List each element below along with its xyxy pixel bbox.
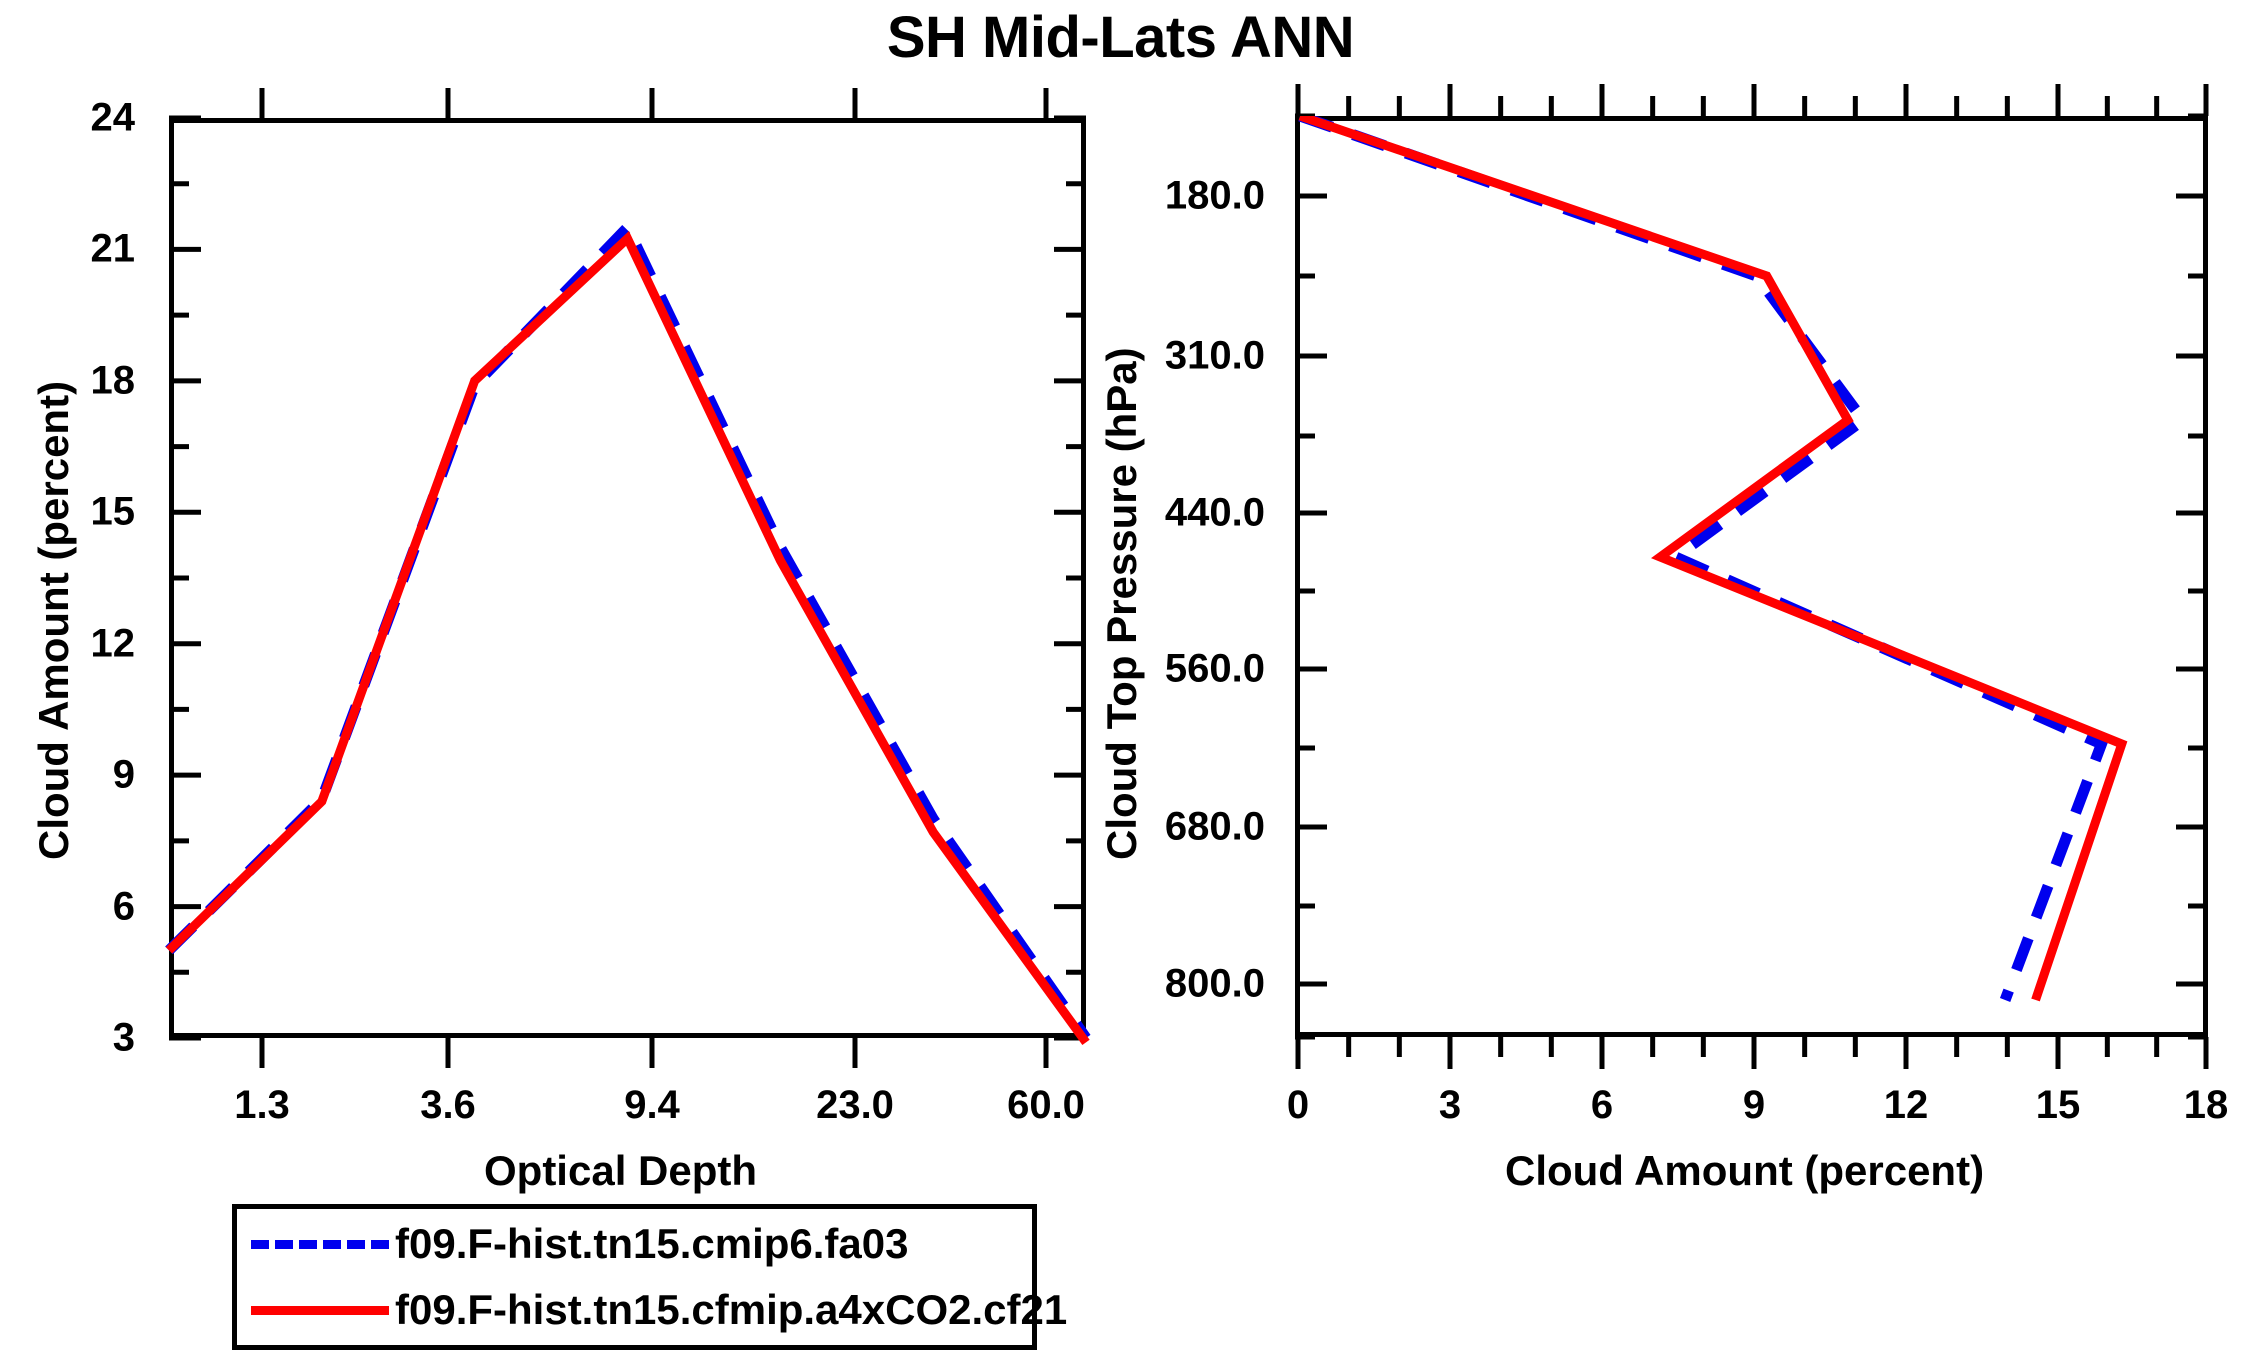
right-xaxis-title: Cloud Amount (percent): [1505, 1147, 1985, 1194]
right-xtick-label: 15: [2035, 1083, 2081, 1127]
legend-swatch-solid: [251, 1305, 389, 1315]
right-ytick-label: 680.0: [1164, 804, 1265, 849]
left-ytick-label: 15: [90, 489, 136, 534]
left-axis-ticks: [169, 88, 1086, 1068]
left-xtick-label: 23.0: [816, 1083, 894, 1127]
left-xtick-label: 3.6: [420, 1083, 476, 1127]
left-xtick-label: 60.0: [1007, 1083, 1085, 1127]
figure-title: SH Mid-Lats ANN: [886, 5, 1355, 70]
left-series-lines: [165, 218, 1091, 1046]
left-ytick-label: 6: [112, 884, 135, 929]
left-ytick-label: 21: [90, 226, 136, 271]
right-ytick-label: 800.0: [1164, 961, 1265, 1006]
right-xtick-label: 18: [2183, 1083, 2229, 1127]
legend-item-label: f09.F-hist.tn15.cmip6.fa03: [395, 1220, 909, 1267]
legend-item-label: f09.F-hist.tn15.cfmip.a4xCO2.cf21: [395, 1286, 1068, 1333]
left-ytick-label: 24: [90, 95, 136, 140]
right-ytick-label: 310.0: [1164, 333, 1265, 378]
left-plot-frame: [169, 118, 1086, 1038]
left-xtick-label: 9.4: [624, 1083, 680, 1127]
right-ytick-label: 440.0: [1164, 490, 1265, 535]
right-ytick-label: 180.0: [1164, 173, 1265, 218]
right-ytick-label: 560.0: [1164, 646, 1265, 691]
left-ytick-label: 18: [90, 358, 136, 403]
right-xtick-label: 9: [1742, 1083, 1766, 1127]
right-xtick-label: 0: [1286, 1083, 1310, 1127]
legend-item[interactable]: f09.F-hist.tn15.cfmip.a4xCO2.cf21: [251, 1279, 1067, 1341]
right-xtick-label: 6: [1590, 1083, 1614, 1127]
left-ytick-label: 9: [112, 752, 135, 797]
right-xtick-label: 3: [1438, 1083, 1462, 1127]
legend-item[interactable]: f09.F-hist.tn15.cmip6.fa03: [251, 1213, 909, 1275]
left-ytick-label: 3: [112, 1015, 135, 1060]
legend-swatch-dashed: [251, 1239, 389, 1249]
right-series-lines: [1298, 116, 2128, 1002]
legend-box: f09.F-hist.tn15.cmip6.fa03 f09.F-hist.tn…: [232, 1204, 1067, 1350]
right-xtick-label: 12: [1883, 1083, 1929, 1127]
left-ytick-label: 12: [90, 621, 136, 666]
right-axis-ticks: [1295, 84, 2209, 1069]
left-xaxis-title: Optical Depth: [484, 1147, 758, 1194]
left-xtick-label: 1.3: [234, 1083, 290, 1127]
